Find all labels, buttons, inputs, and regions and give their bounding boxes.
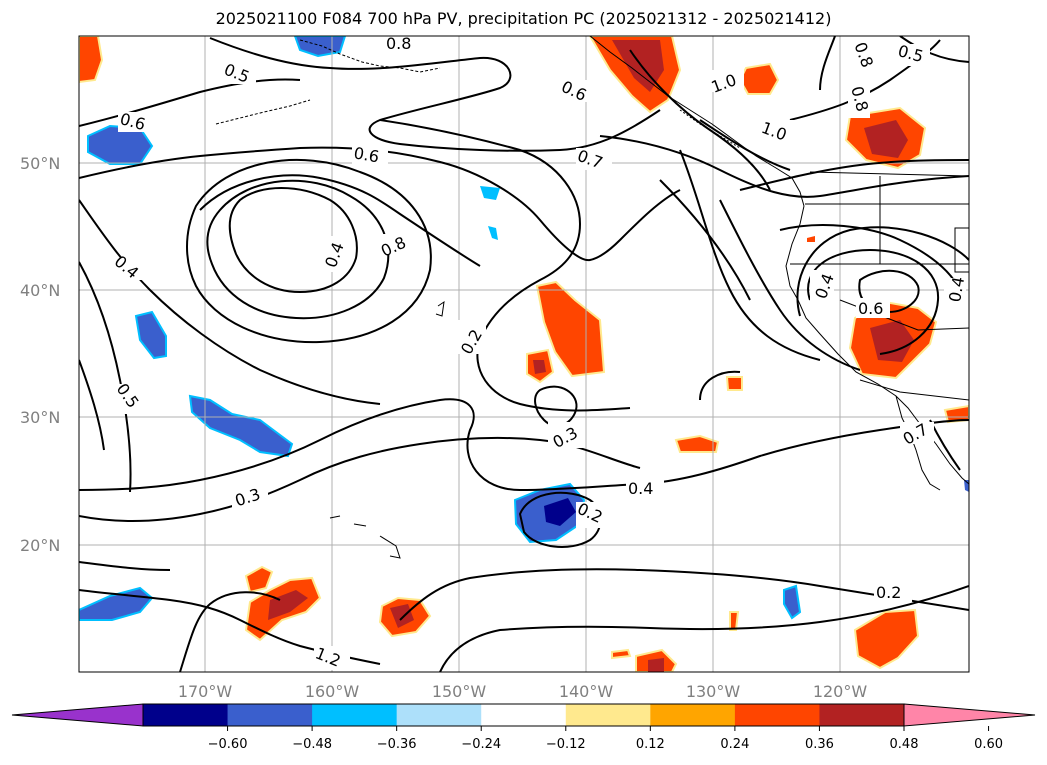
- lon-label: 130°W: [686, 682, 741, 701]
- lat-label: 40°N: [20, 281, 60, 300]
- colorbar-segment: [650, 704, 736, 726]
- lat-label: 20°N: [20, 536, 60, 555]
- map-frame: [78, 35, 970, 673]
- colorbar-tick-label: 0.12: [636, 737, 665, 752]
- precipitation-blobs: [79, 36, 969, 672]
- coastlines: [215, 36, 969, 559]
- colorbar-tick-label: −0.60: [208, 737, 248, 752]
- colorbar-border: [142, 703, 905, 727]
- colorbar-segment: [819, 704, 905, 726]
- map-title: 2025021100 F084 700 hPa PV, precipitatio…: [215, 9, 832, 28]
- colorbar-tick-label: 0.60: [974, 737, 1003, 752]
- colorbar-segment: [396, 704, 482, 726]
- contour-label: 0.4: [628, 479, 653, 498]
- map-area: 0.8 0.5 0.6 0.6 0.6 0.7 0.8 0.4 0.4 0.5 …: [79, 34, 969, 672]
- contour-label: 0.8: [386, 34, 411, 53]
- colorbar-extend-high: [903, 703, 1036, 727]
- lat-label: 30°N: [20, 408, 60, 427]
- contour-label: 0.6: [858, 299, 883, 318]
- lon-label: 160°W: [305, 682, 360, 701]
- lon-label: 120°W: [813, 682, 868, 701]
- colorbar-segment: [734, 704, 820, 726]
- colorbar-segment: [143, 704, 229, 726]
- colorbar-tick-label: −0.24: [461, 737, 501, 752]
- longitude-labels: 170°W 160°W 150°W 140°W 130°W 120°W: [178, 682, 868, 701]
- lon-label: 140°W: [559, 682, 614, 701]
- lon-label: 170°W: [178, 682, 233, 701]
- contour-label: 0.2: [876, 583, 901, 602]
- colorbar-segment: [481, 704, 567, 726]
- precip-blob-negative-pv: [79, 36, 969, 672]
- colorbar-segment: [565, 704, 651, 726]
- colorbar: −0.60 −0.48 −0.36 −0.24 −0.12 0.12 0.24 0.36 0.4…: [11, 703, 1036, 752]
- colorbar-tick-label: 0.36: [805, 737, 834, 752]
- latitude-labels: 50°N 40°N 30°N 20°N: [20, 154, 60, 555]
- colorbar-extend-low: [11, 703, 144, 727]
- colorbar-segment: [312, 704, 398, 726]
- colorbar-tick-label: −0.48: [292, 737, 332, 752]
- precip-blob-positive-pv: [79, 36, 969, 621]
- lon-label: 150°W: [432, 682, 487, 701]
- colorbar-tick-label: −0.36: [377, 737, 417, 752]
- colorbar-tick-label: −0.12: [546, 737, 586, 752]
- colorbar-tick-label: 0.24: [720, 737, 749, 752]
- colorbar-tick-label: 0.48: [890, 737, 919, 752]
- contour-label: 0.6: [352, 143, 380, 166]
- colorbar-segment: [227, 704, 313, 726]
- contour-label: 0.4: [945, 275, 968, 303]
- lat-label: 50°N: [20, 154, 60, 173]
